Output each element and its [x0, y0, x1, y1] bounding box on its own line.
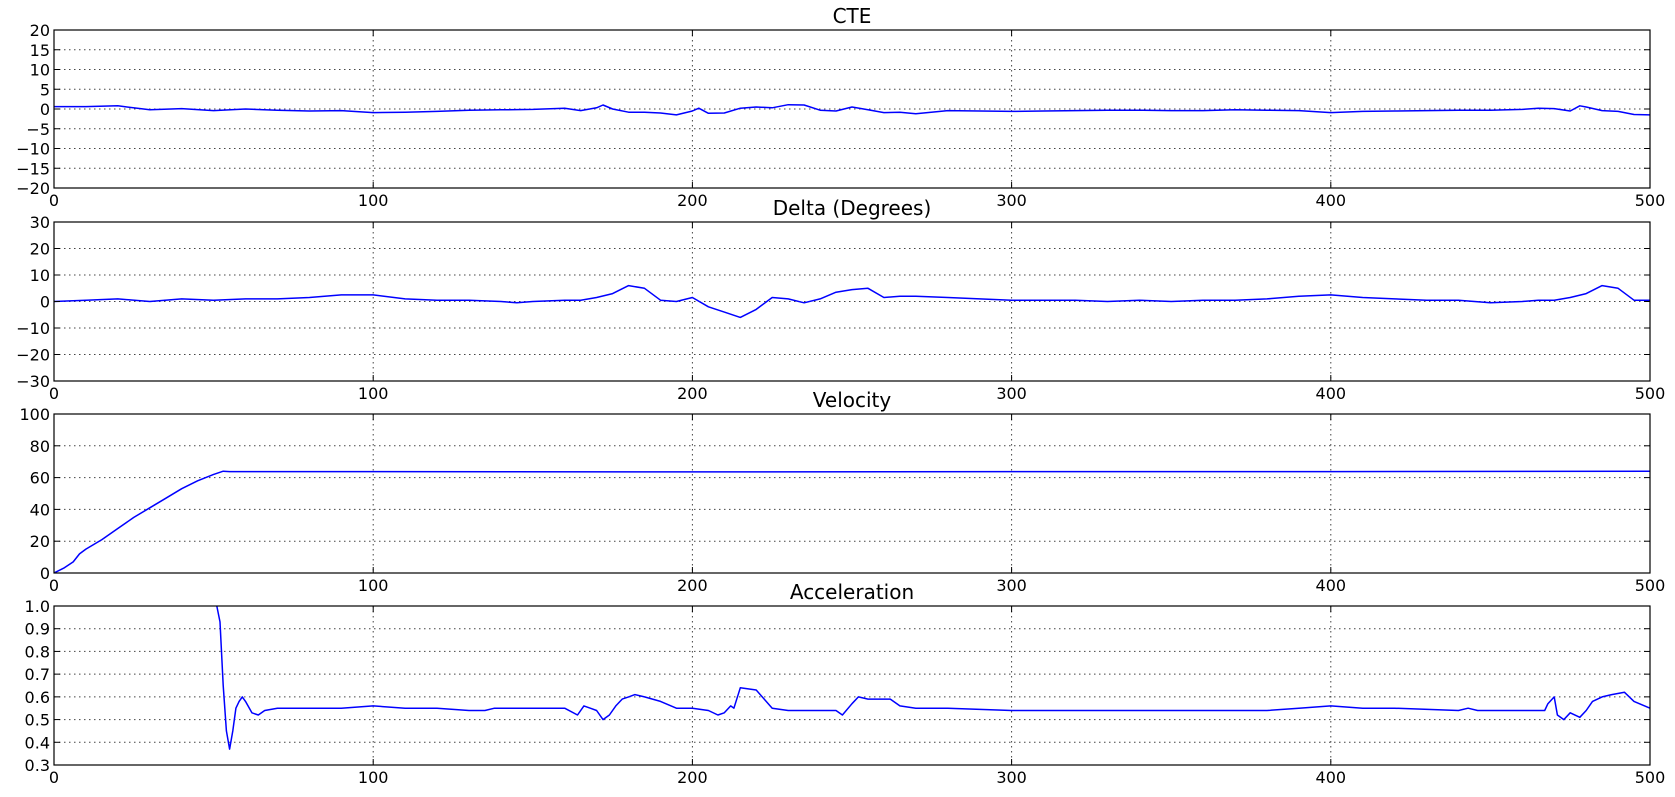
subplot-3: Acceleration 0 100 200 300 400 500 0.3 0.4 0.5 0.6… [25, 580, 1666, 787]
x-tick-label: 500 [1635, 191, 1666, 210]
y-tick-label: 0.5 [25, 711, 50, 730]
y-tick-label: 0.8 [25, 642, 50, 661]
subplot-1: Delta (Degrees)0 100 200 300 400 500−30−20−10… [16, 196, 1665, 403]
y-tick-label: −5 [26, 120, 50, 139]
y-tick-label: −15 [16, 159, 50, 178]
chart-title: CTE [833, 4, 872, 28]
x-tick-label: 100 [358, 384, 389, 403]
plot-frame [53, 413, 1651, 574]
subplot-2: Velocity 0 100 200 300 400 500 0 20 40 60 80 100 [19, 388, 1665, 595]
x-tick-label: 300 [996, 576, 1027, 595]
y-tick-label: 40 [30, 500, 50, 519]
y-tick-label: −10 [16, 319, 50, 338]
x-tick-label: 0 [49, 191, 59, 210]
x-tick-label: 400 [1316, 191, 1347, 210]
y-tick-label: 10 [30, 61, 50, 80]
chart-title: Velocity [813, 388, 892, 412]
y-tick-label: 20 [30, 21, 50, 40]
y-tick-label: 0.3 [25, 756, 50, 775]
x-tick-label: 200 [677, 191, 708, 210]
series-line-0 [216, 606, 1650, 750]
y-tick-label: 30 [30, 213, 50, 232]
y-tick-label: 60 [30, 469, 50, 488]
chart-title: Acceleration [790, 580, 914, 604]
y-tick-label: 20 [30, 532, 50, 551]
x-tick-label: 100 [358, 576, 389, 595]
y-tick-label: 0.7 [25, 665, 50, 684]
x-tick-label: 400 [1316, 576, 1347, 595]
y-tick-label: 0 [40, 564, 50, 583]
y-tick-label: −10 [16, 140, 50, 159]
x-tick-label: 100 [358, 191, 389, 210]
y-tick-label: 0.6 [25, 688, 50, 707]
x-tick-label: 0 [49, 576, 59, 595]
series-line-0 [54, 470, 1650, 573]
y-tick-label: −20 [16, 346, 50, 365]
chart-title: Delta (Degrees) [773, 196, 932, 220]
y-tick-label: 15 [30, 41, 50, 60]
x-tick-label: 300 [996, 768, 1027, 787]
x-tick-label: 400 [1316, 384, 1347, 403]
x-tick-label: 0 [49, 768, 59, 787]
y-tick-label: 0.9 [25, 620, 50, 639]
x-tick-label: 200 [677, 576, 708, 595]
plot-frame [53, 605, 1651, 766]
y-tick-label: 100 [19, 405, 50, 424]
y-tick-label: 10 [30, 266, 50, 285]
x-tick-label: 500 [1635, 576, 1666, 595]
y-tick-label: −30 [16, 372, 50, 391]
series-line-0 [54, 284, 1650, 319]
x-tick-label: 200 [677, 768, 708, 787]
x-tick-label: 300 [996, 191, 1027, 210]
plot-frame [53, 29, 1651, 189]
x-tick-label: 400 [1316, 768, 1347, 787]
x-tick-label: 200 [677, 384, 708, 403]
y-tick-label: 5 [40, 80, 50, 99]
y-tick-label: 0 [40, 293, 50, 312]
y-tick-label: 1.0 [25, 597, 50, 616]
y-tick-label: 0 [40, 100, 50, 119]
x-tick-label: 500 [1635, 768, 1666, 787]
x-tick-label: 300 [996, 384, 1027, 403]
y-tick-label: 0.4 [25, 733, 50, 752]
y-tick-label: 80 [30, 437, 50, 456]
y-tick-label: −20 [16, 179, 50, 198]
x-tick-label: 500 [1635, 384, 1666, 403]
plot-frame [53, 221, 1651, 382]
y-tick-label: 20 [30, 240, 50, 259]
series-line-0 [54, 103, 1650, 116]
x-tick-label: 0 [49, 384, 59, 403]
x-tick-label: 100 [358, 768, 389, 787]
